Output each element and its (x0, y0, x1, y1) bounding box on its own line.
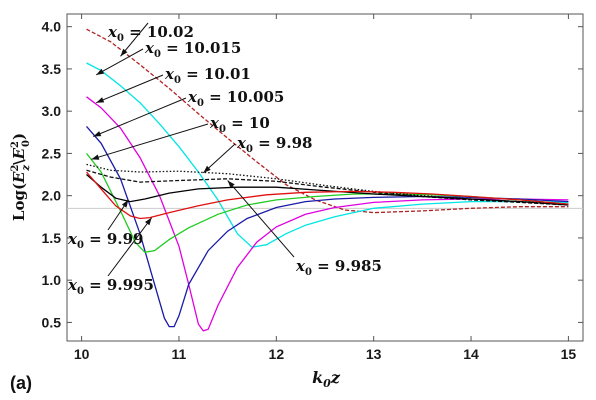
annotation-arrow (96, 74, 164, 104)
series-x0-9-98 (86, 163, 569, 205)
series-x0-9-99 (86, 174, 569, 206)
x-tick-label: 10 (74, 346, 90, 362)
annotation-arrowhead (121, 199, 129, 208)
annotation-label: x0 = 10.02 (107, 23, 194, 44)
annotation-label: x0 = 9.98 (236, 134, 312, 155)
series-x0-9-985 (86, 169, 569, 206)
y-tick-label: 1.5 (42, 230, 62, 246)
x-tick-label: 13 (366, 346, 382, 362)
annotation-label: x0 = 9.985 (295, 257, 382, 278)
y-ticks: 0.5 1.0 1.5 2.0 2.5 3.0 3.5 4.0 (42, 19, 583, 330)
x-axis-title: k0z (312, 368, 341, 390)
series-x0-9-995 (86, 171, 569, 220)
annotation-label: x0 = 10 (209, 114, 270, 135)
panel-label: (a) (10, 373, 32, 393)
annotation-label: x0 = 9.99 (67, 230, 143, 251)
y-tick-label: 4.0 (42, 19, 62, 35)
annotation-arrow (227, 180, 295, 258)
y-tick-label: 0.5 (42, 314, 62, 330)
annotation-arrowhead (145, 217, 152, 226)
series-x0-10 (85, 152, 569, 254)
y-tick-label: 1.0 (42, 272, 62, 288)
series-x0-10-015 (86, 62, 569, 248)
x-tick-label: 14 (463, 346, 479, 362)
annotation-arrow (91, 123, 209, 160)
series-x0-10-005 (86, 125, 569, 328)
annotation-label: x0 = 10.01 (164, 65, 251, 86)
annotation-label: x0 = 9.995 (67, 276, 154, 297)
series-x0-10-02 (86, 28, 569, 214)
annotation-arrowhead (203, 165, 211, 173)
curves-group (85, 28, 569, 332)
y-tick-label: 3.5 (42, 61, 62, 77)
annotation-arrow (93, 97, 187, 137)
annotation-label: x0 = 10.005 (187, 88, 284, 109)
annotation-arrow (107, 217, 153, 277)
annotation-arrowhead (91, 154, 100, 160)
x-tick-label: 15 (561, 346, 577, 362)
annotation-arrowhead (227, 180, 235, 188)
series-x0-10-01 (86, 96, 569, 332)
annotation-arrow (95, 48, 144, 76)
plot-frame (66, 13, 584, 342)
annotation-arrowhead (93, 131, 102, 137)
y-tick-label: 2.5 (42, 145, 62, 161)
annotation-label: x0 = 10.015 (144, 39, 241, 60)
y-tick-label: 2.0 (42, 188, 62, 204)
x-ticks: 10 11 12 13 14 15 (74, 14, 577, 362)
annotation-arrowhead (96, 97, 105, 103)
y-tick-label: 3.0 (42, 103, 62, 119)
y-axis-title: Log(E2z\E20) (10, 133, 32, 221)
x-tick-label: 11 (172, 346, 187, 362)
annotation-arrowhead (120, 48, 128, 57)
annotation-arrowhead (96, 68, 105, 75)
x-tick-label: 12 (269, 346, 285, 362)
